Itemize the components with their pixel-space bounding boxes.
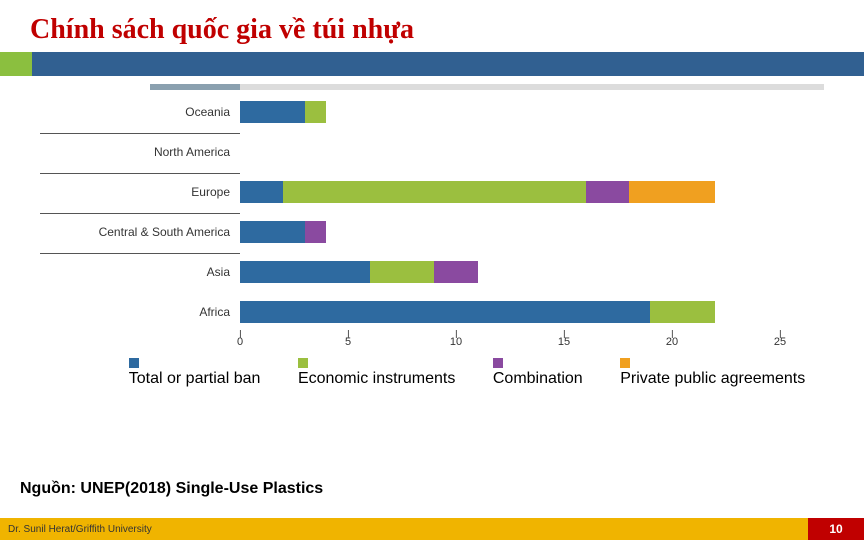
chart-row-label: North America <box>154 145 240 159</box>
accent-bar <box>0 52 864 76</box>
row-separator <box>40 253 240 254</box>
chart-row: Oceania <box>240 92 824 132</box>
chart-row-label: Africa <box>199 305 240 319</box>
chart-segment-ban <box>240 101 305 123</box>
chart-bar <box>240 101 824 123</box>
legend-label: Combination <box>493 370 583 388</box>
chart-top-line <box>240 84 824 90</box>
legend-item: Combination <box>493 358 583 388</box>
chart-row: Asia <box>240 252 824 292</box>
chart-container: OceaniaNorth AmericaEuropeCentral & Sout… <box>0 84 864 358</box>
slide-title: Chính sách quốc gia về túi nhựa <box>0 0 864 52</box>
accent-blue <box>32 52 864 76</box>
legend-label: Economic instruments <box>298 370 455 388</box>
chart-row-label: Oceania <box>185 105 240 119</box>
chart-row-label: Asia <box>207 265 240 279</box>
chart-row: Central & South America <box>240 212 824 252</box>
chart-legend: Total or partial ban Economic instruments… <box>0 358 864 388</box>
row-separator <box>40 173 240 174</box>
chart-bar <box>240 181 824 203</box>
chart-segment-economic <box>305 101 327 123</box>
row-separator <box>40 133 240 134</box>
chart-row: North America <box>240 132 824 172</box>
legend-label: Private public agreements <box>620 370 805 388</box>
x-tick: 0 <box>237 336 243 348</box>
legend-item: Economic instruments <box>298 358 455 388</box>
accent-green <box>0 52 32 76</box>
chart-segment-combination <box>434 261 477 283</box>
chart-segment-economic <box>283 181 585 203</box>
chart-row: Africa <box>240 292 824 332</box>
x-tick: 25 <box>774 336 786 348</box>
chart-segment-economic <box>370 261 435 283</box>
chart-segment-ban <box>240 301 650 323</box>
x-tick: 10 <box>450 336 462 348</box>
legend-swatch <box>298 358 308 368</box>
chart-segment-ban <box>240 221 305 243</box>
chart-segment-combination <box>305 221 327 243</box>
footer-author: Dr. Sunil Herat/Griffith University <box>0 518 808 540</box>
x-tick: 5 <box>345 336 351 348</box>
chart-bars: OceaniaNorth AmericaEuropeCentral & Sout… <box>240 92 824 332</box>
chart-x-axis: 0 5 10 15 20 25 <box>240 336 824 358</box>
x-tick: 20 <box>666 336 678 348</box>
row-separator <box>40 213 240 214</box>
footer-page-number: 10 <box>808 518 864 540</box>
chart-row-label: Europe <box>191 185 240 199</box>
chart-bar <box>240 221 824 243</box>
chart-segment-combination <box>586 181 629 203</box>
chart-bar <box>240 261 824 283</box>
chart-segment-economic <box>650 301 715 323</box>
legend-swatch <box>620 358 630 368</box>
chart-bar <box>240 141 824 163</box>
chart-row-label: Central & South America <box>99 225 240 239</box>
chart-segment-ban <box>240 181 283 203</box>
legend-item: Private public agreements <box>620 358 805 388</box>
legend-label: Total or partial ban <box>129 370 261 388</box>
legend-swatch <box>493 358 503 368</box>
legend-item: Total or partial ban <box>129 358 261 388</box>
x-tick: 15 <box>558 336 570 348</box>
legend-swatch <box>129 358 139 368</box>
chart-bar <box>240 301 824 323</box>
footer-bar: Dr. Sunil Herat/Griffith University 10 <box>0 518 864 540</box>
chart-segment-private <box>629 181 715 203</box>
chart-row: Europe <box>240 172 824 212</box>
chart-segment-ban <box>240 261 370 283</box>
source-citation: Nguồn: UNEP(2018) Single-Use Plastics <box>20 480 323 498</box>
